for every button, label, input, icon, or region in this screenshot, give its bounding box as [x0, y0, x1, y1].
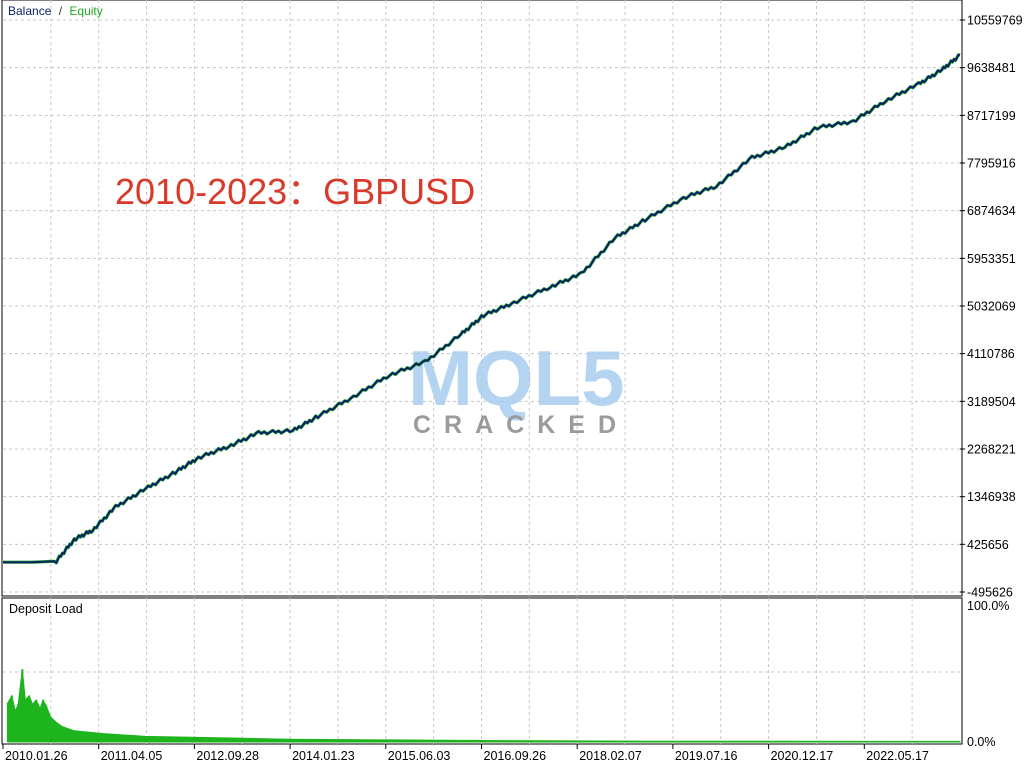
x-tick-label: 2018.02.07 — [579, 749, 642, 763]
period-annotation: 2010-2023：GBPUSD — [115, 171, 475, 212]
x-tick-label: 2019.07.16 — [675, 749, 738, 763]
deposit-y-axis-labels: 100.0% 0.0% — [967, 599, 1009, 749]
y-tick-label: 4110786 — [967, 347, 1015, 361]
y-tick-label: 425656 — [967, 538, 1009, 552]
legend-equity: Equity — [69, 4, 102, 18]
legend-balance: Balance — [8, 4, 52, 18]
y-tick-label: 2268221 — [967, 443, 1016, 457]
y-tick-label: 5032069 — [967, 300, 1016, 314]
y-tick-label: 9638481 — [967, 61, 1016, 75]
x-tick-label: 2014.01.23 — [292, 749, 355, 763]
chart-legend: Balance / Equity — [8, 4, 103, 18]
y-tick-label: 3189504 — [967, 395, 1016, 409]
balance-equity-series — [3, 53, 961, 565]
watermark-subtitle: CRACKED — [413, 411, 629, 439]
watermark-logo: MQL5 — [408, 334, 625, 422]
x-tick-label: 2012.09.28 — [196, 749, 259, 763]
x-tick-label: 2020.12.17 — [771, 749, 834, 763]
x-tick-label: 2010.01.26 — [5, 749, 68, 763]
deposit-load-area — [7, 669, 961, 743]
deposit-load-title: Deposit Load — [9, 602, 83, 616]
x-tick-label: 2022.05.17 — [866, 749, 929, 763]
deposit-load-series — [6, 669, 961, 743]
x-tick-label: 2015.06.03 — [388, 749, 451, 763]
y-tick-label: 1346938 — [967, 490, 1016, 504]
deposit-y-tick-label: 100.0% — [967, 599, 1009, 613]
y-tick-label: 8717199 — [967, 109, 1016, 123]
y-tick-label: 6874634 — [967, 204, 1016, 218]
x-tick-label: 2011.04.05 — [101, 749, 163, 763]
y-tick-label: 5953351 — [967, 252, 1016, 266]
x-axis-labels: 2010.01.26 2011.04.05 2012.09.28 2014.01.23… — [2, 744, 929, 763]
y-tick-label: 10559769 — [967, 14, 1023, 28]
y-tick-label: 7795916 — [967, 157, 1016, 171]
x-tick-label: 2016.09.26 — [484, 749, 547, 763]
deposit-grid — [3, 598, 960, 744]
deposit-y-tick-label: 0.0% — [967, 735, 996, 749]
legend-separator: / — [59, 4, 63, 18]
y-tick-label: -495626 — [967, 586, 1013, 600]
balance-line — [3, 53, 961, 564]
y-axis-labels: 10559769 9638481 8717199 7795916 6874634 5953… — [960, 14, 1023, 600]
